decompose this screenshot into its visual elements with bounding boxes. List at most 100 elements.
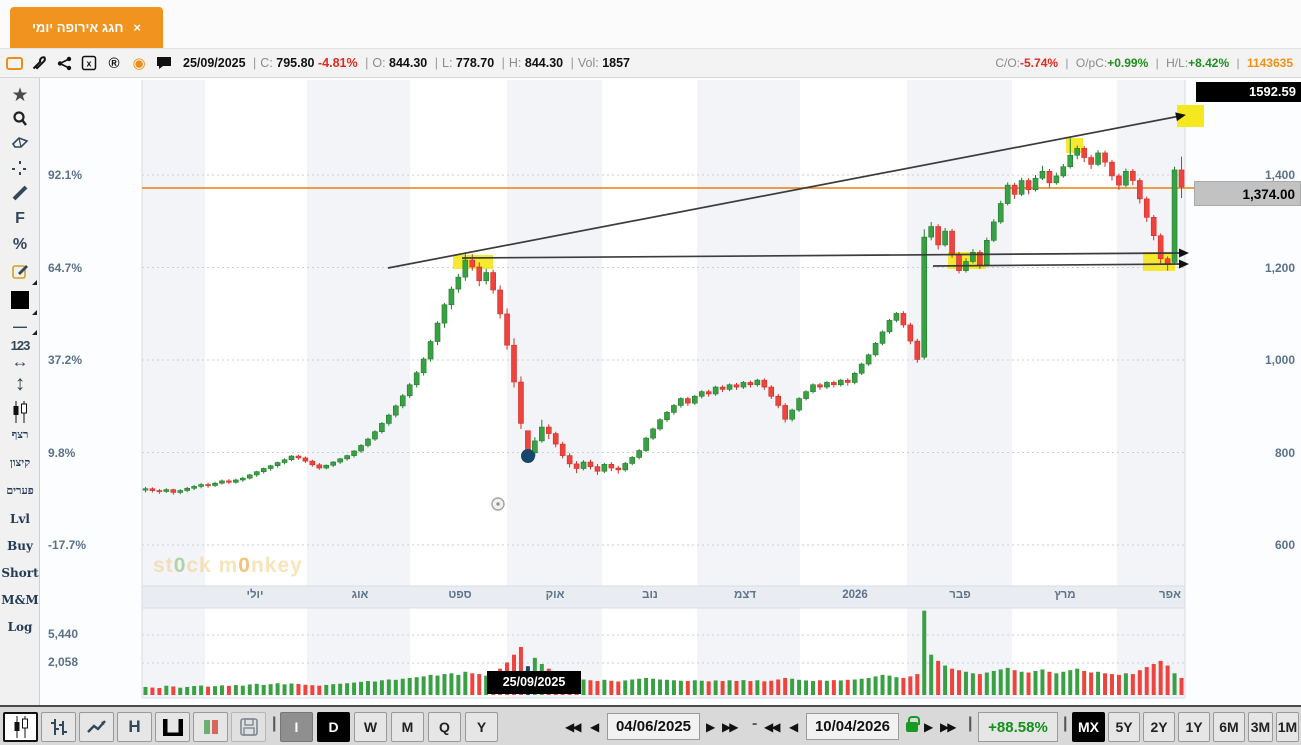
annotate-icon[interactable]: [0, 262, 40, 285]
sidebar-item-lvl[interactable]: Lvl: [10, 512, 30, 526]
low-value: 778.70: [455, 56, 495, 70]
end-back-fast-icon[interactable]: ◀◀: [764, 720, 781, 734]
tools-sidebar: ★ F % — 123 ↔ ↕ רצף קיצון פערים Lvl Buy …: [0, 78, 40, 705]
vertical-scale-icon[interactable]: ↕: [14, 372, 26, 395]
price-tick: 600: [1274, 538, 1295, 552]
separator: |: [1063, 715, 1068, 732]
numbers-tool[interactable]: 123: [10, 338, 31, 353]
ohlc-chart-button[interactable]: [41, 712, 76, 742]
lock-icon[interactable]: [906, 716, 920, 732]
open-value: 844.30: [389, 56, 428, 70]
h-chart-button[interactable]: H: [117, 712, 152, 742]
close-icon[interactable]: ×: [133, 20, 142, 35]
start-back-icon[interactable]: ◀: [590, 720, 599, 734]
sidebar-item-extreme[interactable]: קיצון: [9, 456, 31, 469]
volume-bars-button[interactable]: [193, 712, 228, 742]
fibonacci-tool[interactable]: F: [15, 210, 25, 227]
month-label: נוב: [642, 589, 658, 601]
end-back-icon[interactable]: ◀: [789, 720, 798, 734]
quote-date: 25/09/2025: [183, 56, 246, 70]
high-value: 844.30: [524, 56, 564, 70]
price-tick: 1,200: [1264, 261, 1295, 275]
security-id: 1143635: [1246, 56, 1293, 70]
range-5y-button[interactable]: 5Y: [1108, 712, 1140, 742]
volume-value: 1857: [602, 56, 630, 70]
separator: |: [968, 715, 973, 732]
price-tick: 1,000: [1264, 353, 1295, 367]
start-fwd-icon[interactable]: ▶: [706, 720, 715, 734]
chart-plot-area[interactable]: [142, 80, 1185, 586]
date-to-field[interactable]: 10/04/2026: [806, 713, 899, 740]
percent-tool[interactable]: %: [12, 236, 28, 253]
star-icon[interactable]: ★: [11, 85, 29, 106]
sidebar-item-buy[interactable]: Buy: [7, 539, 33, 553]
month-label: אוק: [545, 589, 565, 601]
date-from-field[interactable]: 04/06/2025: [607, 713, 700, 740]
range-1m-button[interactable]: 1M: [1276, 712, 1299, 742]
search-icon[interactable]: [0, 110, 40, 128]
range-dash: -: [752, 715, 758, 732]
period-weekly-button[interactable]: W: [354, 712, 387, 742]
month-label: מרץ: [1054, 589, 1076, 601]
sidebar-item-short[interactable]: Short: [1, 566, 39, 580]
month-label: 2026: [842, 589, 868, 601]
price-tick: 800: [1274, 446, 1295, 460]
month-label: ספט: [448, 589, 472, 601]
excel-export-icon[interactable]: x: [78, 52, 100, 74]
instrument-tab[interactable]: חגג אירופה יומי ×: [10, 7, 163, 48]
sidebar-item-mm[interactable]: M&M: [1, 593, 39, 607]
sidebar-item-log[interactable]: Log: [7, 620, 33, 634]
sidebar-item-sequence[interactable]: רצף: [11, 428, 29, 441]
target-icon[interactable]: ◉: [132, 55, 146, 72]
separator: |: [272, 715, 277, 732]
comment-icon[interactable]: [153, 52, 175, 74]
period-monthly-button[interactable]: M: [391, 712, 424, 742]
volume-tick: 2,058: [48, 655, 79, 669]
month-label: דצמ: [733, 589, 757, 601]
wrench-icon[interactable]: [28, 52, 50, 74]
eraser-icon[interactable]: [0, 136, 40, 149]
period-daily-button[interactable]: D: [317, 712, 350, 742]
percent-tick: 37.2%: [48, 353, 83, 367]
fill-swatch-icon[interactable]: [0, 290, 40, 315]
line-style-icon[interactable]: —: [0, 318, 40, 335]
top-toolbar: x ® ◉ 25/09/2025 | C: 795.80 -4.81% | O: 8…: [0, 48, 1301, 78]
period-quarterly-button[interactable]: Q: [428, 712, 461, 742]
scale-max-label: 1592.59: [1196, 82, 1301, 102]
sidebar-item-gaps[interactable]: פערים: [6, 484, 34, 497]
trendline-tool-icon[interactable]: [0, 184, 40, 202]
price-tick: 1,400: [1264, 168, 1295, 182]
share-icon[interactable]: [53, 52, 75, 74]
end-fwd-fast-icon[interactable]: ▶▶: [940, 720, 957, 734]
volume-tick: 5,440: [48, 627, 79, 641]
range-3m-button[interactable]: 3M: [1248, 712, 1273, 742]
range-1y-button[interactable]: 1Y: [1178, 712, 1210, 742]
range-change-badge: +88.58%: [978, 712, 1058, 742]
window-icon[interactable]: [3, 52, 25, 74]
tab-bar: חגג אירופה יומי ×: [0, 0, 1301, 48]
block-chart-button[interactable]: [155, 712, 190, 742]
end-fwd-icon[interactable]: ▶: [924, 720, 933, 734]
candlestick-chart-button[interactable]: [3, 712, 38, 742]
horizontal-scale-icon[interactable]: ↔: [11, 352, 29, 371]
start-back-fast-icon[interactable]: ◀◀: [565, 720, 582, 734]
tab-title: חגג אירופה יומי: [31, 20, 124, 35]
line-chart-button[interactable]: [79, 712, 114, 742]
crosshair-icon[interactable]: [0, 160, 40, 178]
quote-info: 25/09/2025 | C: 795.80 -4.81% | O: 844.30 …: [183, 56, 630, 70]
percent-tick: 92.1%: [48, 168, 83, 182]
candle-style-icon[interactable]: [0, 400, 40, 424]
close-value: 795.80: [276, 56, 315, 70]
save-button[interactable]: [231, 712, 266, 742]
change-value: -4.81%: [318, 56, 358, 70]
period-yearly-button[interactable]: Y: [465, 712, 498, 742]
registered-icon[interactable]: ®: [108, 54, 120, 72]
last-price-label[interactable]: 1,374.00: [1194, 181, 1301, 206]
range-6m-button[interactable]: 6M: [1213, 712, 1245, 742]
range-max-button[interactable]: MX: [1072, 712, 1105, 742]
range-2y-button[interactable]: 2Y: [1143, 712, 1175, 742]
start-fwd-fast-icon[interactable]: ▶▶: [722, 720, 739, 734]
month-label: אפר: [1159, 589, 1181, 601]
period-intraday-button[interactable]: I: [280, 712, 313, 742]
svg-text:x: x: [86, 59, 91, 69]
